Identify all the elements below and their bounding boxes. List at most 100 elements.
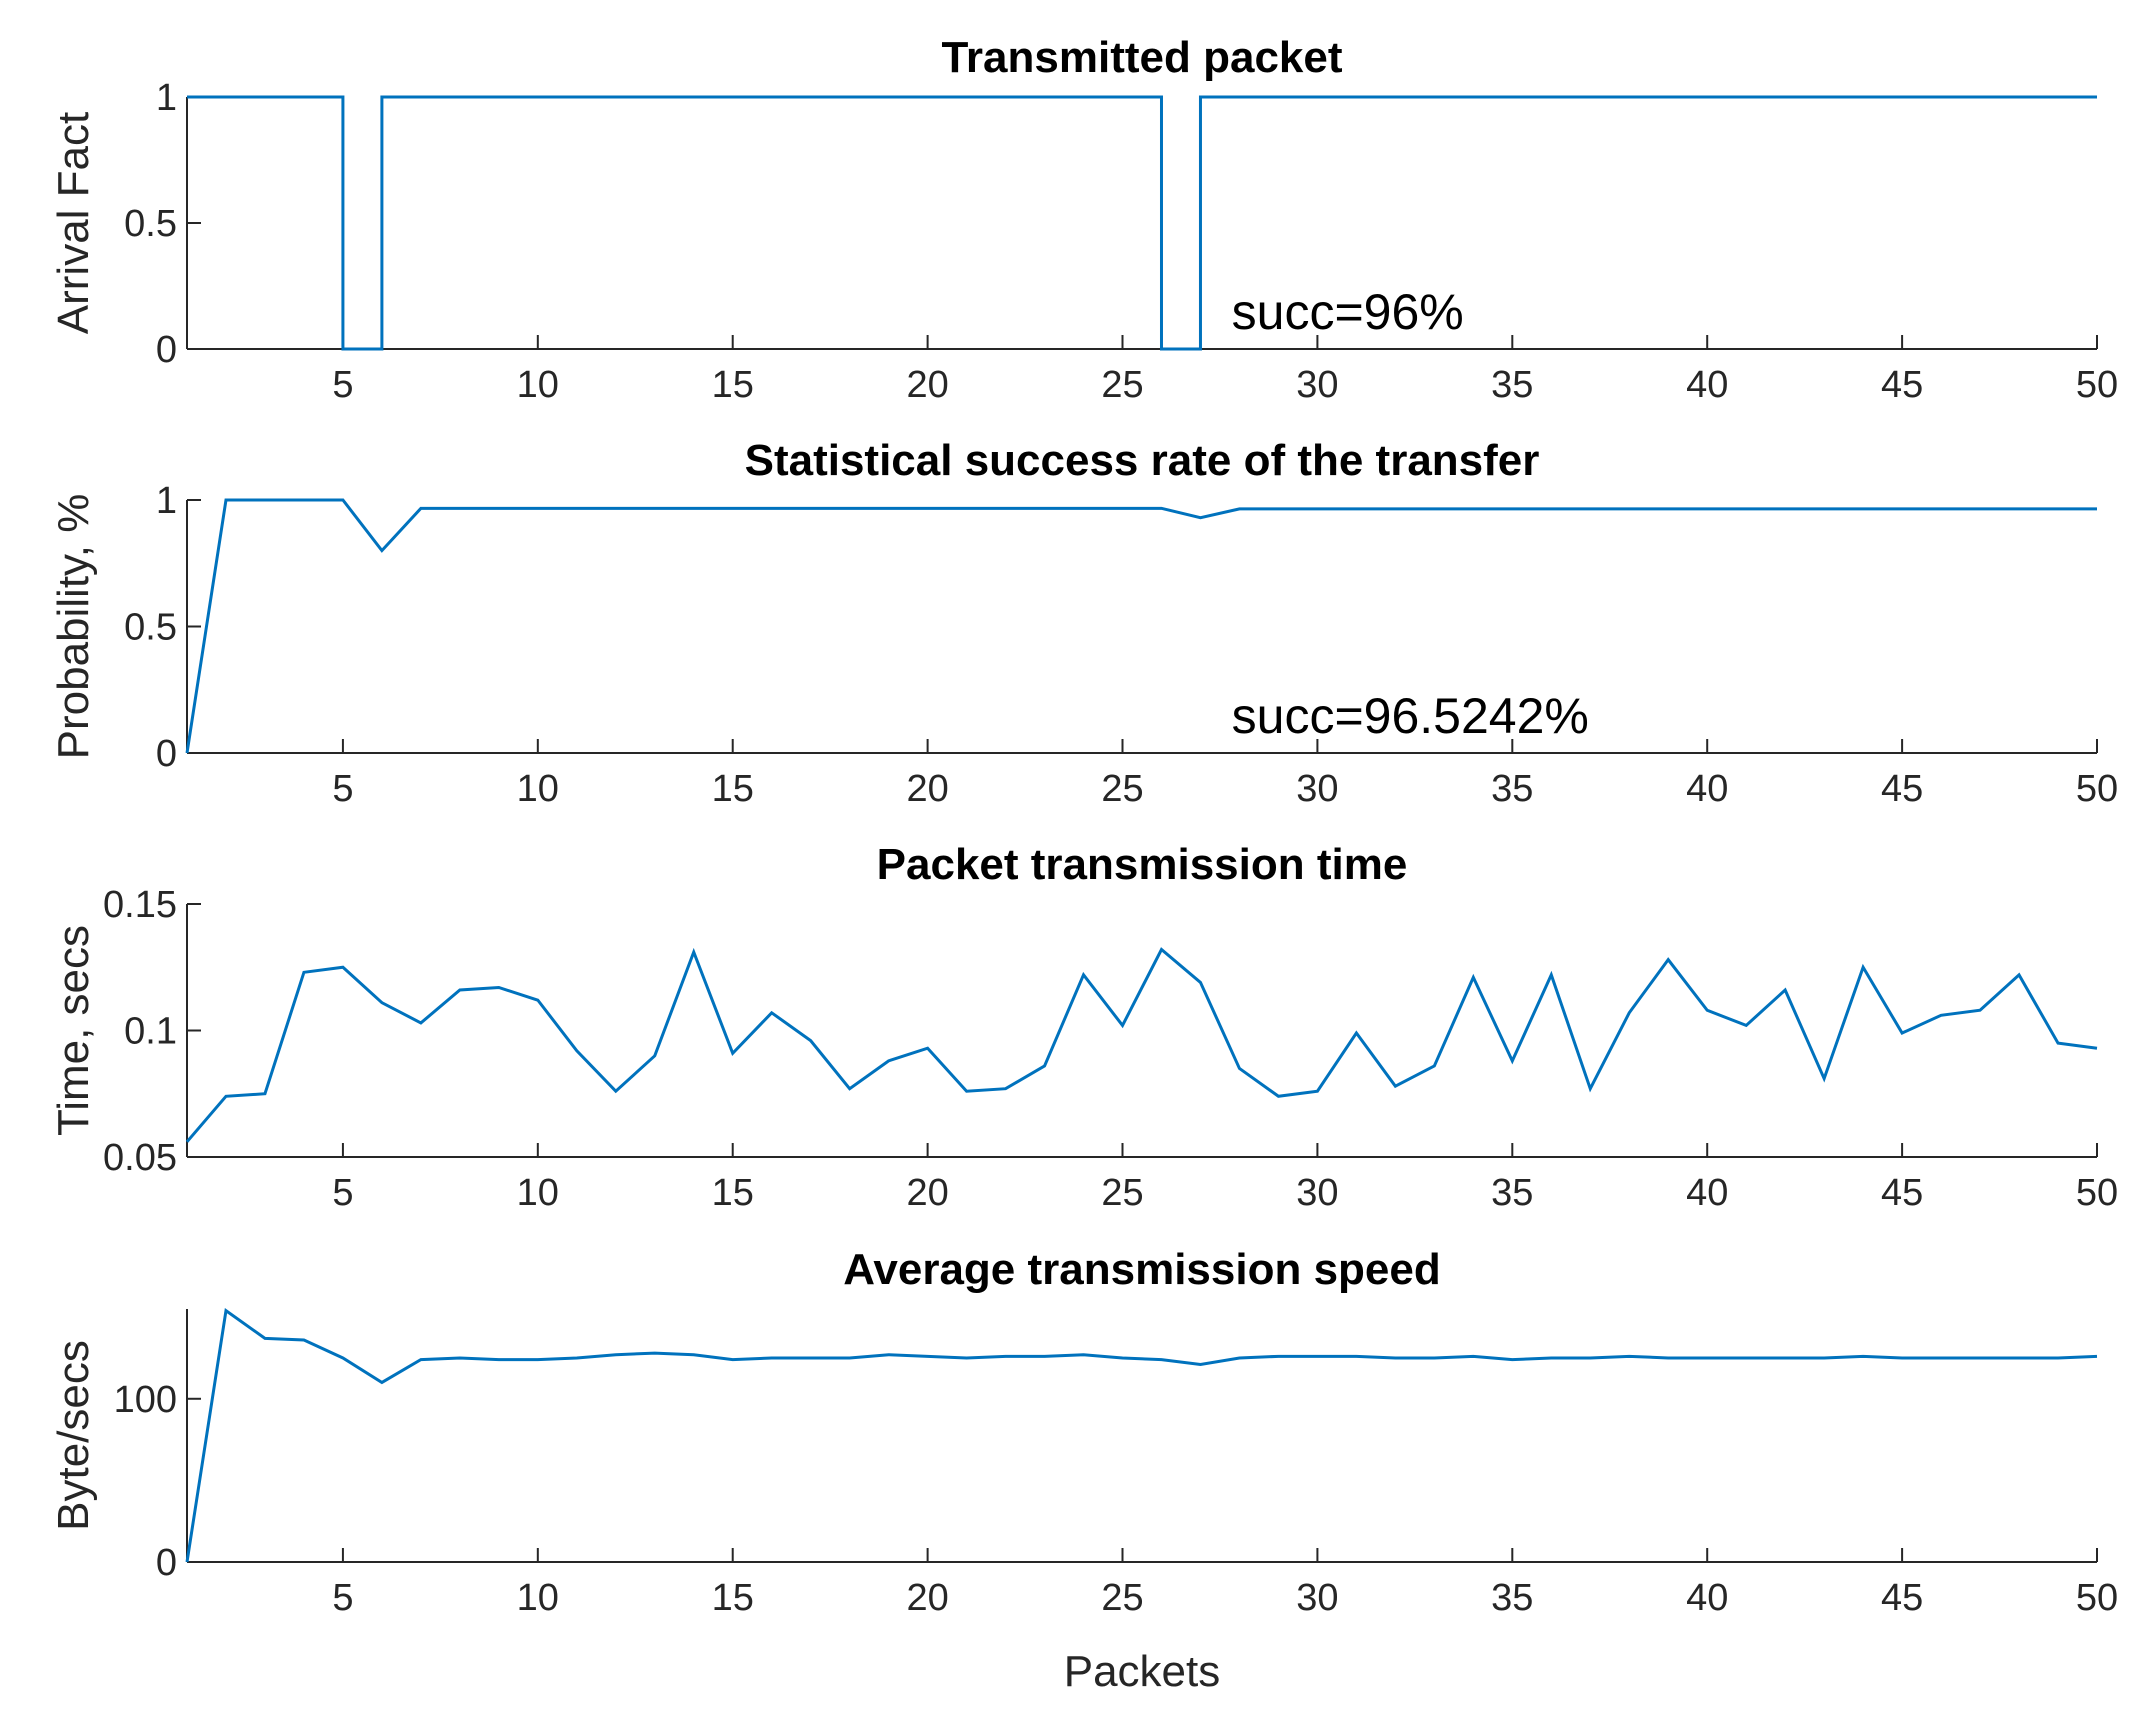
data-point	[848, 96, 851, 99]
data-point	[1082, 973, 1085, 976]
subplot-title: Statistical success rate of the transfer	[745, 436, 1540, 485]
data-point	[575, 507, 578, 510]
data-point	[1901, 1032, 1904, 1035]
data-point	[341, 966, 344, 969]
data-point	[1004, 507, 1007, 510]
data-point	[1628, 507, 1631, 510]
data-point	[302, 971, 305, 974]
data-point	[1004, 96, 1007, 99]
data-point	[380, 549, 383, 552]
data-point	[926, 96, 929, 99]
x-tick-label: 50	[2076, 768, 2118, 810]
x-tick-label: 30	[1296, 768, 1338, 810]
data-point	[1940, 1014, 1943, 1017]
data-point	[1745, 1024, 1748, 1027]
x-tick-label: 50	[2076, 364, 2118, 406]
data-point	[965, 96, 968, 99]
data-point	[653, 507, 656, 510]
series-line	[187, 95, 2097, 351]
data-point	[1355, 96, 1358, 99]
x-tick-label: 50	[2076, 1577, 2118, 1619]
data-point	[1862, 1355, 1865, 1358]
data-point	[341, 499, 344, 502]
data-point	[1277, 1355, 1280, 1358]
data-point	[1316, 96, 1319, 99]
data-point	[1238, 507, 1241, 510]
data-point	[497, 1358, 500, 1361]
subplot-title: Average transmission speed	[843, 1245, 1441, 1294]
data-point	[1823, 507, 1826, 510]
data-point	[1823, 1356, 1826, 1359]
data-point	[1862, 507, 1865, 510]
data-point	[1979, 507, 1982, 510]
subplot-title: Transmitted packet	[941, 33, 1342, 82]
y-tick-label: 0	[156, 733, 177, 775]
data-point	[653, 1352, 656, 1355]
data-point	[1355, 1032, 1358, 1035]
data-point	[380, 96, 383, 99]
x-tick-label: 45	[1881, 768, 1923, 810]
data-point	[2096, 96, 2099, 99]
y-tick-label: 0.5	[124, 607, 177, 649]
series-line	[185, 1307, 2098, 1563]
x-tick-label: 5	[332, 364, 353, 406]
x-tick-label: 10	[517, 768, 559, 810]
data-point	[1355, 1355, 1358, 1358]
data-point	[302, 499, 305, 502]
data-point	[419, 1021, 422, 1024]
data-point	[2057, 96, 2060, 99]
data-point	[1589, 507, 1592, 510]
y-tick-label: 0	[156, 1542, 177, 1584]
data-point	[2057, 1042, 2060, 1045]
y-axis-label: Probability, %	[49, 494, 98, 760]
x-tick-label: 35	[1491, 1577, 1533, 1619]
data-point	[1394, 96, 1397, 99]
data-point	[2018, 96, 2021, 99]
data-point	[1316, 507, 1319, 510]
data-point	[692, 1353, 695, 1356]
data-point	[1979, 1356, 1982, 1359]
data-point	[1277, 507, 1280, 510]
data-point	[809, 96, 812, 99]
x-tick-label: 30	[1296, 1172, 1338, 1214]
success-annotation: succ=96.5242%	[1232, 688, 1589, 744]
data-point	[1199, 516, 1202, 519]
data-point	[1745, 96, 1748, 99]
data-point	[1589, 96, 1592, 99]
data-point	[1784, 1356, 1787, 1359]
x-tick-label: 30	[1296, 1577, 1338, 1619]
y-tick-label: 0.1	[124, 1011, 177, 1053]
data-point	[263, 1337, 266, 1340]
data-point	[1667, 507, 1670, 510]
data-point	[809, 1039, 812, 1042]
data-point	[1082, 507, 1085, 510]
data-point	[848, 507, 851, 510]
data-point	[1043, 96, 1046, 99]
data-point	[1121, 507, 1124, 510]
x-tick-label: 50	[2076, 1172, 2118, 1214]
x-tick-label: 5	[332, 768, 353, 810]
data-point	[1433, 96, 1436, 99]
data-point	[380, 1001, 383, 1004]
data-point	[1862, 966, 1865, 969]
data-point	[926, 507, 929, 510]
data-point	[2096, 1047, 2099, 1050]
data-point	[1550, 507, 1553, 510]
data-point	[1667, 96, 1670, 99]
data-point	[1511, 507, 1514, 510]
data-point	[2057, 507, 2060, 510]
data-point	[224, 96, 227, 99]
data-point	[458, 989, 461, 992]
data-point	[263, 1092, 266, 1095]
data-point	[731, 1358, 734, 1361]
data-point	[1433, 1356, 1436, 1359]
data-point	[497, 986, 500, 989]
data-point	[1901, 507, 1904, 510]
series-line	[185, 498, 2097, 754]
x-tick-label: 5	[332, 1172, 353, 1214]
y-tick-label: 0.15	[103, 884, 177, 926]
y-axis-label: Byte/secs	[49, 1340, 98, 1531]
data-point	[1394, 507, 1397, 510]
data-point	[1667, 1356, 1670, 1359]
